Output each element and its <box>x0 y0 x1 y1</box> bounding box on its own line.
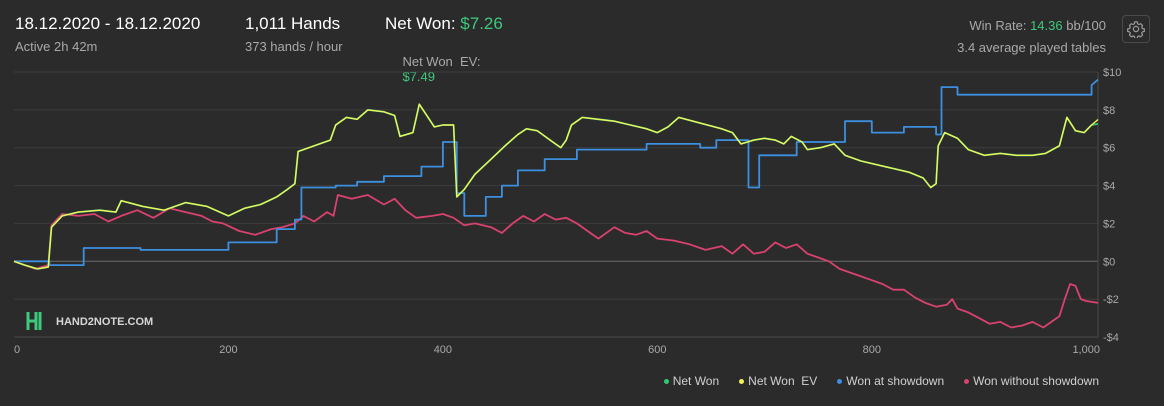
chart-series <box>13 78 1099 329</box>
y-tick-label: $0 <box>1103 256 1115 268</box>
y-axis: -$4 -$2 $0 $2 $4 $6 $8 $10 <box>1103 67 1121 344</box>
win-rate-value: 14.36 <box>1030 18 1063 33</box>
legend-dot-icon <box>739 378 745 384</box>
series-line-net-won-ev <box>13 103 1099 270</box>
x-tick-label: 200 <box>219 344 237 356</box>
y-tick-label: -$2 <box>1103 294 1119 306</box>
watermark-text: HAND2NOTE.COM <box>56 316 153 328</box>
legend-label: Won at showdown <box>846 374 945 388</box>
y-tick-label: $6 <box>1103 143 1115 155</box>
net-won-value: $7.26 <box>460 14 503 33</box>
average-tables: 3.4 average played tables <box>957 40 1106 55</box>
x-axis: 0 200 400 600 800 1,000 <box>14 344 1100 356</box>
legend-label: Won without showdown <box>973 374 1099 388</box>
x-tick-label: 400 <box>434 344 452 356</box>
legend-label: Net Won <box>672 374 720 388</box>
settings-button[interactable] <box>1122 15 1150 43</box>
legend-dot-icon <box>964 378 970 384</box>
legend-dot-icon <box>663 378 669 384</box>
y-tick-label: $8 <box>1103 105 1115 117</box>
x-tick-label: 800 <box>863 344 881 356</box>
net-won-label: Net Won: <box>385 14 456 33</box>
legend-item[interactable]: Net Won <box>663 374 720 388</box>
win-rate-block: Win Rate: 14.36 bb/100 3.4 average playe… <box>957 18 1106 55</box>
series-line-won-at-showdown <box>14 78 1099 266</box>
date-range: 18.12.2020 - 18.12.2020 <box>15 14 201 33</box>
hands-per-hour: 373 hands / hour <box>245 39 343 54</box>
x-tick-label: 0 <box>14 344 20 356</box>
hands-count: 1,011 Hands <box>245 14 341 33</box>
chart-legend: Net Won Net Won EV Won at showdown Won with… <box>663 374 1099 388</box>
y-tick-label: $10 <box>1103 67 1121 79</box>
hand2note-logo-icon <box>26 312 42 330</box>
legend-item[interactable]: Won at showdown <box>837 374 944 388</box>
legend-dot-icon <box>837 378 843 384</box>
active-time: Active 2h 42m <box>15 39 98 54</box>
gear-icon <box>1127 21 1145 38</box>
net-won-ev-label: Net Won EV: <box>402 54 481 69</box>
legend-item[interactable]: Net Won EV <box>739 374 817 388</box>
y-tick-label: $4 <box>1103 181 1115 193</box>
legend-label: Net Won EV <box>748 374 818 388</box>
hand2note-watermark: HAND2NOTE.COM <box>26 312 153 330</box>
win-rate-unit: bb/100 <box>1066 18 1106 33</box>
win-rate-label: Win Rate: <box>969 18 1027 33</box>
hands-block: 1,011 Hands 373 hands / hour <box>245 14 343 54</box>
x-tick-label: 600 <box>648 344 666 356</box>
y-tick-label: -$4 <box>1103 332 1119 344</box>
date-range-block: 18.12.2020 - 18.12.2020 Active 2h 42m <box>15 14 200 54</box>
legend-item[interactable]: Won without showdown <box>964 374 1099 388</box>
net-won-block: Net Won: $7.26 Net Won EV: $7.49 <box>385 14 503 99</box>
series-line-won-without-showdown <box>13 194 1099 329</box>
net-won-ev-value: $7.49 <box>402 69 435 84</box>
y-tick-label: $2 <box>1103 218 1115 230</box>
chart-grid <box>14 71 1099 338</box>
x-tick-label: 1,000 <box>1072 344 1100 356</box>
